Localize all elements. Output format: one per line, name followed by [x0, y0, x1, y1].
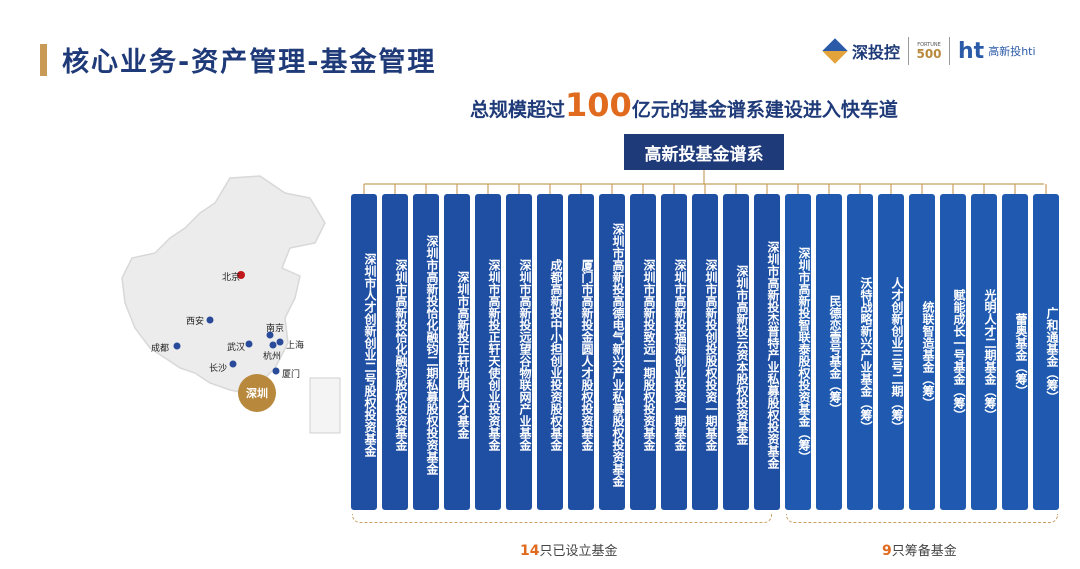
preparing-count: 9	[882, 543, 892, 559]
fund-column-preparing: 蕾奥基金（筹）	[1002, 194, 1028, 510]
china-map	[121, 175, 341, 434]
city-label-xiamen: 厦门	[282, 370, 301, 380]
fund-column: 深圳市高新投杰普特产业私募股权投资基金	[754, 194, 780, 510]
fund-family-header: 高新投基金谱系	[624, 134, 784, 170]
fund-column: 成都高新投中小担创业投资股权基金	[537, 194, 563, 510]
fund-column: 深圳市高新投云资本股权投资基金	[723, 194, 749, 510]
logo-divider	[908, 37, 910, 65]
city-label-beijing: 北京	[222, 273, 241, 283]
city-dot	[206, 316, 214, 324]
preparing-bracket	[786, 514, 1058, 523]
page-title: 核心业务-资产管理-基金管理	[62, 47, 437, 78]
established-label: 14只已设立基金	[520, 540, 618, 559]
city-dot	[272, 367, 280, 375]
fund-column: 厦门市高新投金圆人才股权投资基金	[568, 194, 594, 510]
city-dot	[173, 342, 181, 350]
title-accent-bar	[40, 44, 47, 76]
shenzhen-badge: 深圳	[238, 374, 276, 412]
fund-column: 深圳市人才创新创业二号股权投资基金	[351, 194, 377, 510]
city-label-chengdu: 成都	[151, 344, 170, 354]
fund-column-preparing: 深圳市高新投智联泰股权投资基金（筹）	[785, 194, 811, 510]
established-bracket	[352, 514, 772, 523]
subtitle-number: 100	[565, 86, 632, 124]
fund-column: 深圳市高新投创投股权投资一期基金	[692, 194, 718, 510]
subtitle-prefix: 总规模超过	[470, 99, 566, 121]
city-dot	[229, 360, 237, 368]
logo-area: 深投控 FORTUNE 500 ht 高新投hti	[822, 34, 1036, 68]
city-label-changsha: 长沙	[209, 364, 228, 374]
subtitle: 总规模超过100亿元的基金谱系建设进入快车道	[470, 86, 898, 124]
fund-column: 深圳市高新投致远一期股权投资基金	[630, 194, 656, 510]
fund-column-preparing: 光明人才二期基金（筹）	[971, 194, 997, 510]
fund-column-preparing: 人才创新创业三号二期（筹）	[878, 194, 904, 510]
fund-column: 深圳市高新投正轩天使创业投资基金	[475, 194, 501, 510]
preparing-text: 只筹备基金	[891, 544, 957, 559]
south-sea-inset	[309, 377, 341, 434]
fortune-500-small: FORTUNE	[917, 42, 941, 48]
sti-logo-name: 深投控	[852, 43, 901, 62]
fund-column-preparing: 沃特战略新兴产业基金（筹）	[847, 194, 873, 510]
fund-column: 深圳市高新投恰化融钧股权投资基金	[382, 194, 408, 510]
established-count: 14	[520, 543, 540, 559]
city-dot	[266, 331, 274, 339]
fund-column-preparing: 统联智造基金（筹）	[909, 194, 935, 510]
fund-column-preparing: 赋能成长一号基金（筹）	[940, 194, 966, 510]
logo-divider-2	[949, 37, 951, 65]
city-dot	[269, 341, 277, 349]
city-label-wuhan: 武汉	[227, 343, 246, 353]
hti-logo-name: 高新投hti	[988, 45, 1036, 58]
fund-column: 深圳市高新投福海创业投资一期基金	[661, 194, 687, 510]
preparing-label: 9只筹备基金	[882, 540, 957, 559]
city-dot	[276, 338, 284, 346]
fund-column-preparing: 民德恋壹号基金（筹）	[816, 194, 842, 510]
fund-column-preparing: 广和通基金（筹）	[1033, 194, 1059, 510]
fund-column: 深圳市高新投高德电气新兴产业私募股权投资基金	[599, 194, 625, 510]
city-label-shanghai: 上海	[286, 341, 305, 351]
fortune-500-big: 500	[916, 47, 942, 61]
hti-logo-mark: ht	[958, 38, 985, 64]
city-dot	[237, 271, 245, 279]
fortune-500-logo: FORTUNE 500	[916, 37, 942, 65]
city-label-xian: 西安	[186, 317, 205, 327]
established-text: 只已设立基金	[539, 544, 618, 559]
city-label-nanjing: 南京	[266, 324, 285, 334]
subtitle-suffix: 亿元的基金谱系建设进入快车道	[631, 99, 898, 121]
fund-column: 深圳市高新投远望谷物联网产业基金	[506, 194, 532, 510]
fund-column: 深圳市高新投正轩光明人才基金	[444, 194, 470, 510]
fund-column: 深圳市高新投恰化融钧二期私募股权投资基金	[413, 194, 439, 510]
china-outline	[121, 175, 326, 394]
city-dot	[245, 340, 253, 348]
city-label-hangzhou: 杭州	[263, 352, 282, 362]
